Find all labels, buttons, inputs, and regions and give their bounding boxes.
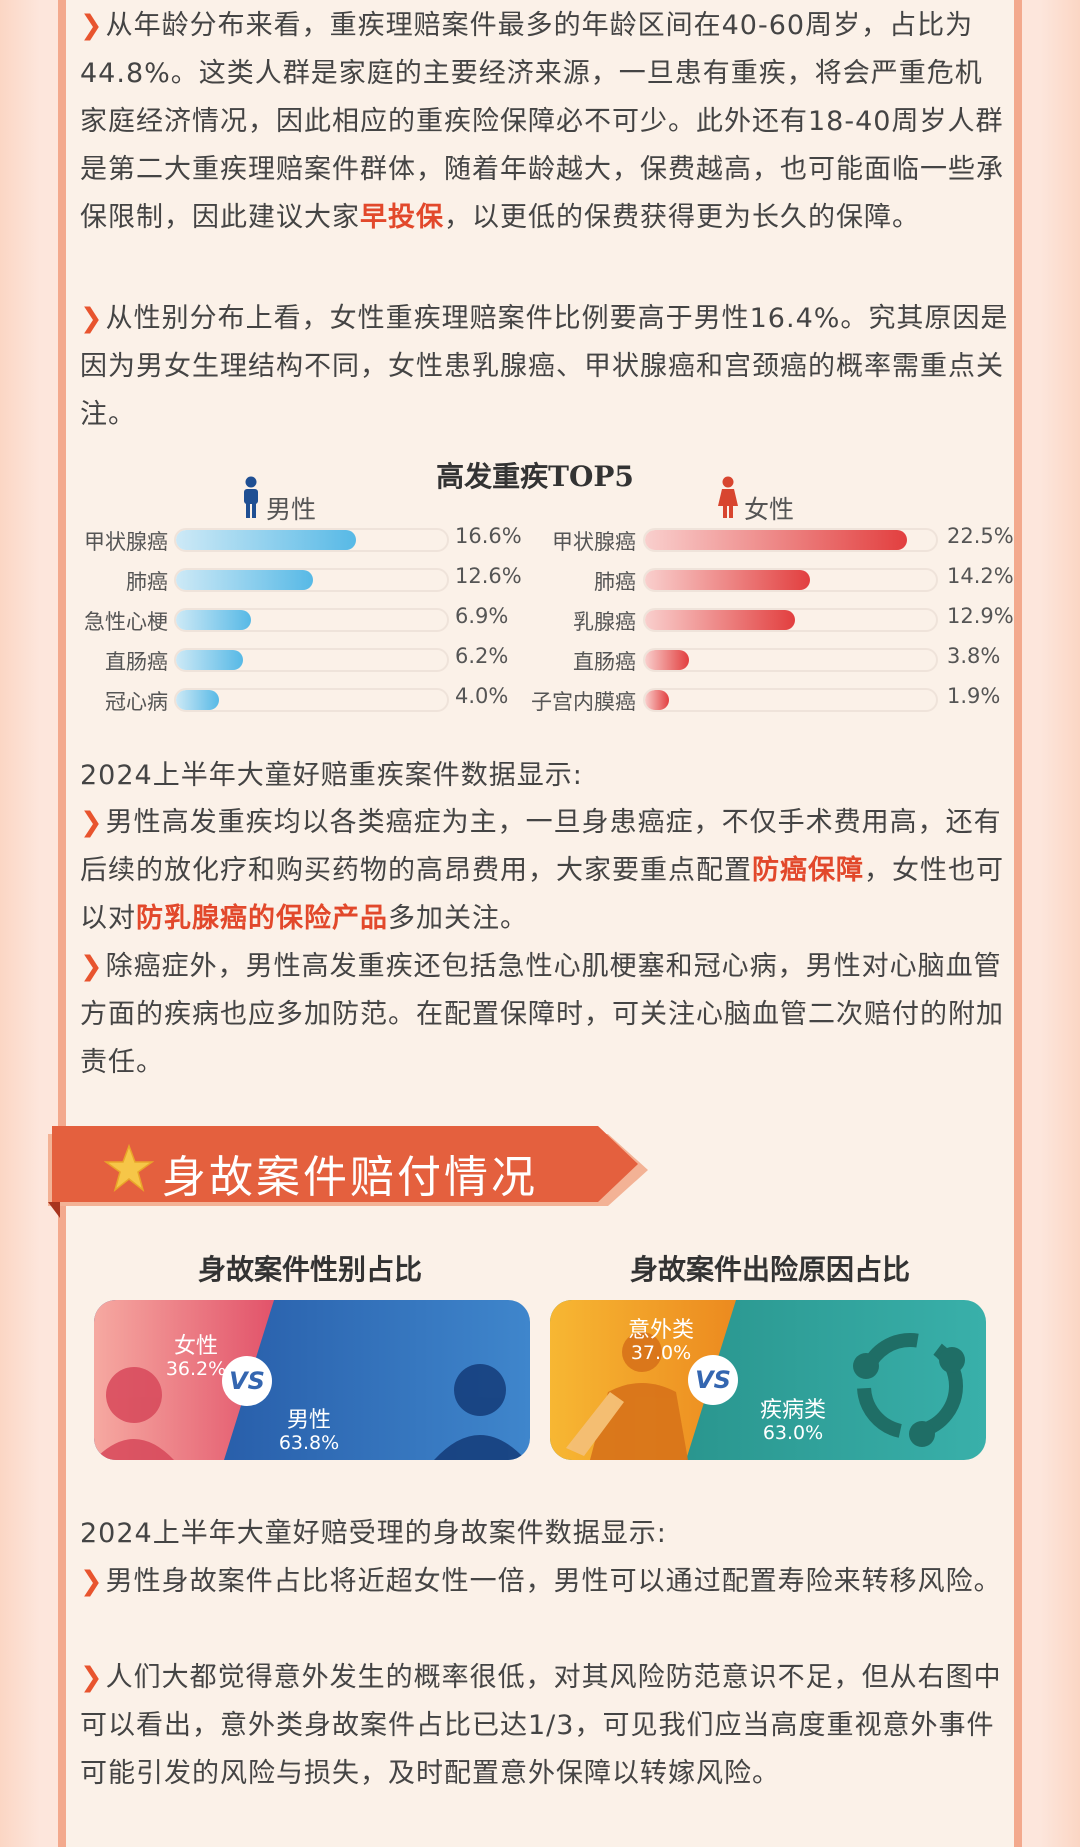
female-bar-value: 22.5% xyxy=(947,524,1014,548)
female-bar-label: 子宫内膜癌 xyxy=(531,690,636,714)
female-bar-label: 甲状腺癌 xyxy=(552,530,636,554)
male-bar xyxy=(176,570,313,590)
disease-cycle-icon xyxy=(857,1333,963,1439)
male-bar-label: 急性心梗 xyxy=(84,610,168,634)
male-label: 男性 xyxy=(286,1408,331,1433)
paragraph-life-insurance: ❯男性身故案件占比将近超女性一倍，男性可以通过配置寿险来转移风险。 xyxy=(80,1566,1002,1597)
female-bar-track xyxy=(643,568,938,592)
male-icon xyxy=(244,476,258,518)
male-bar-value: 12.6% xyxy=(455,564,522,588)
gender-ratio-card: 女性 36.2% 男性 63.8% VS xyxy=(94,1300,530,1460)
male-bar xyxy=(176,690,220,710)
female-bar xyxy=(645,610,796,630)
female-pct: 36.2% xyxy=(165,1358,227,1380)
female-bar-label: 乳腺癌 xyxy=(573,610,636,634)
male-pct: 63.8% xyxy=(278,1432,340,1454)
female-bar-track xyxy=(643,688,938,712)
female-bar xyxy=(645,650,690,670)
female-bar xyxy=(645,530,907,550)
paragraph-gender: ❯从性别分布上看，女性重疾理赔案件比例要高于男性16.4%。究其原因是因为男女生… xyxy=(80,303,1009,430)
middle-heading: 2024上半年大童好赔重疾案件数据显示: xyxy=(80,760,583,791)
male-bar-value: 4.0% xyxy=(455,684,509,708)
arrow-icon: ❯ xyxy=(80,10,104,41)
cause-ratio-card: 意外类 37.0% 疾病类 63.0% VS xyxy=(550,1300,986,1460)
female-label: 女性 xyxy=(173,1334,218,1359)
paragraph-accident: ❯人们大都觉得意外发生的概率很低，对其风险防范意识不足，但从右图中可以看出，意外… xyxy=(80,1662,1002,1789)
female-icon xyxy=(718,476,738,518)
female-bar-track xyxy=(643,528,938,552)
paragraph-cardio: ❯除癌症外，男性高发重疾还包括急性心肌梗塞和冠心病，男性对心脑血管方面的疾病也应… xyxy=(80,951,1004,1078)
male-bar-value: 6.9% xyxy=(455,604,509,628)
female-bar-label: 直肠癌 xyxy=(573,650,636,674)
arrow-icon: ❯ xyxy=(80,807,104,838)
disease-pct: 63.0% xyxy=(762,1422,824,1444)
chart-title-cause: 身故案件出险原因占比 xyxy=(629,1253,910,1286)
male-bar-track xyxy=(174,528,449,552)
accident-label: 意外类 xyxy=(627,1318,694,1343)
legend-female: 女性 xyxy=(744,495,795,524)
female-bar-value: 1.9% xyxy=(947,684,1001,708)
vs-badge: VS xyxy=(222,1356,272,1406)
bottom-heading: 2024上半年大童好赔受理的身故案件数据显示: xyxy=(80,1518,667,1549)
injured-person-icon xyxy=(566,1332,688,1460)
content-panel xyxy=(58,0,1022,1847)
male-bar xyxy=(176,530,356,550)
male-bar-value: 16.6% xyxy=(455,524,522,548)
paragraph-age: ❯从年龄分布来看，重疾理赔案件最多的年龄区间在40-60周岁，占比为44.8%。… xyxy=(80,10,1004,233)
arrow-icon: ❯ xyxy=(80,1662,104,1693)
section-banner xyxy=(48,1126,648,1218)
female-bar-value: 3.8% xyxy=(947,644,1001,668)
female-silhouette-icon xyxy=(94,1367,174,1460)
male-bar-value: 6.2% xyxy=(455,644,509,668)
male-bar-track xyxy=(174,648,449,672)
male-bar-label: 肺癌 xyxy=(126,570,168,594)
male-bar-track xyxy=(174,688,449,712)
arrow-icon: ❯ xyxy=(80,951,104,982)
female-bar xyxy=(645,570,811,590)
chart-title-gender: 身故案件性别占比 xyxy=(197,1253,422,1286)
male-bar-track xyxy=(174,568,449,592)
female-bar-value: 14.2% xyxy=(947,564,1014,588)
section-title-death: 身故案件赔付情况 xyxy=(162,1152,538,1203)
vs-badge: VS xyxy=(688,1355,738,1405)
female-bar-value: 12.9% xyxy=(947,604,1014,628)
female-bar-track xyxy=(643,648,938,672)
male-bar xyxy=(176,650,244,670)
arrow-icon: ❯ xyxy=(80,1566,104,1597)
male-bar-label: 甲状腺癌 xyxy=(84,530,168,554)
disease-label: 疾病类 xyxy=(759,1398,826,1423)
paragraph-male-cancer: ❯男性高发重疾均以各类癌症为主，一旦身患癌症，不仅手术费用高，还有后续的放化疗和… xyxy=(80,807,1004,934)
arrow-icon: ❯ xyxy=(80,303,104,334)
female-bar-track xyxy=(643,608,938,632)
chart-title-top5: 高发重疾TOP5 xyxy=(436,460,634,493)
star-icon xyxy=(104,1144,154,1193)
male-silhouette-icon xyxy=(434,1364,526,1460)
male-bar-track xyxy=(174,608,449,632)
male-bar-label: 直肠癌 xyxy=(105,650,168,674)
male-bar-label: 冠心病 xyxy=(105,690,168,714)
legend-male: 男性 xyxy=(266,495,317,524)
female-bar-label: 肺癌 xyxy=(594,570,636,594)
male-bar xyxy=(176,610,251,630)
accident-pct: 37.0% xyxy=(630,1342,692,1364)
female-bar xyxy=(645,690,669,710)
